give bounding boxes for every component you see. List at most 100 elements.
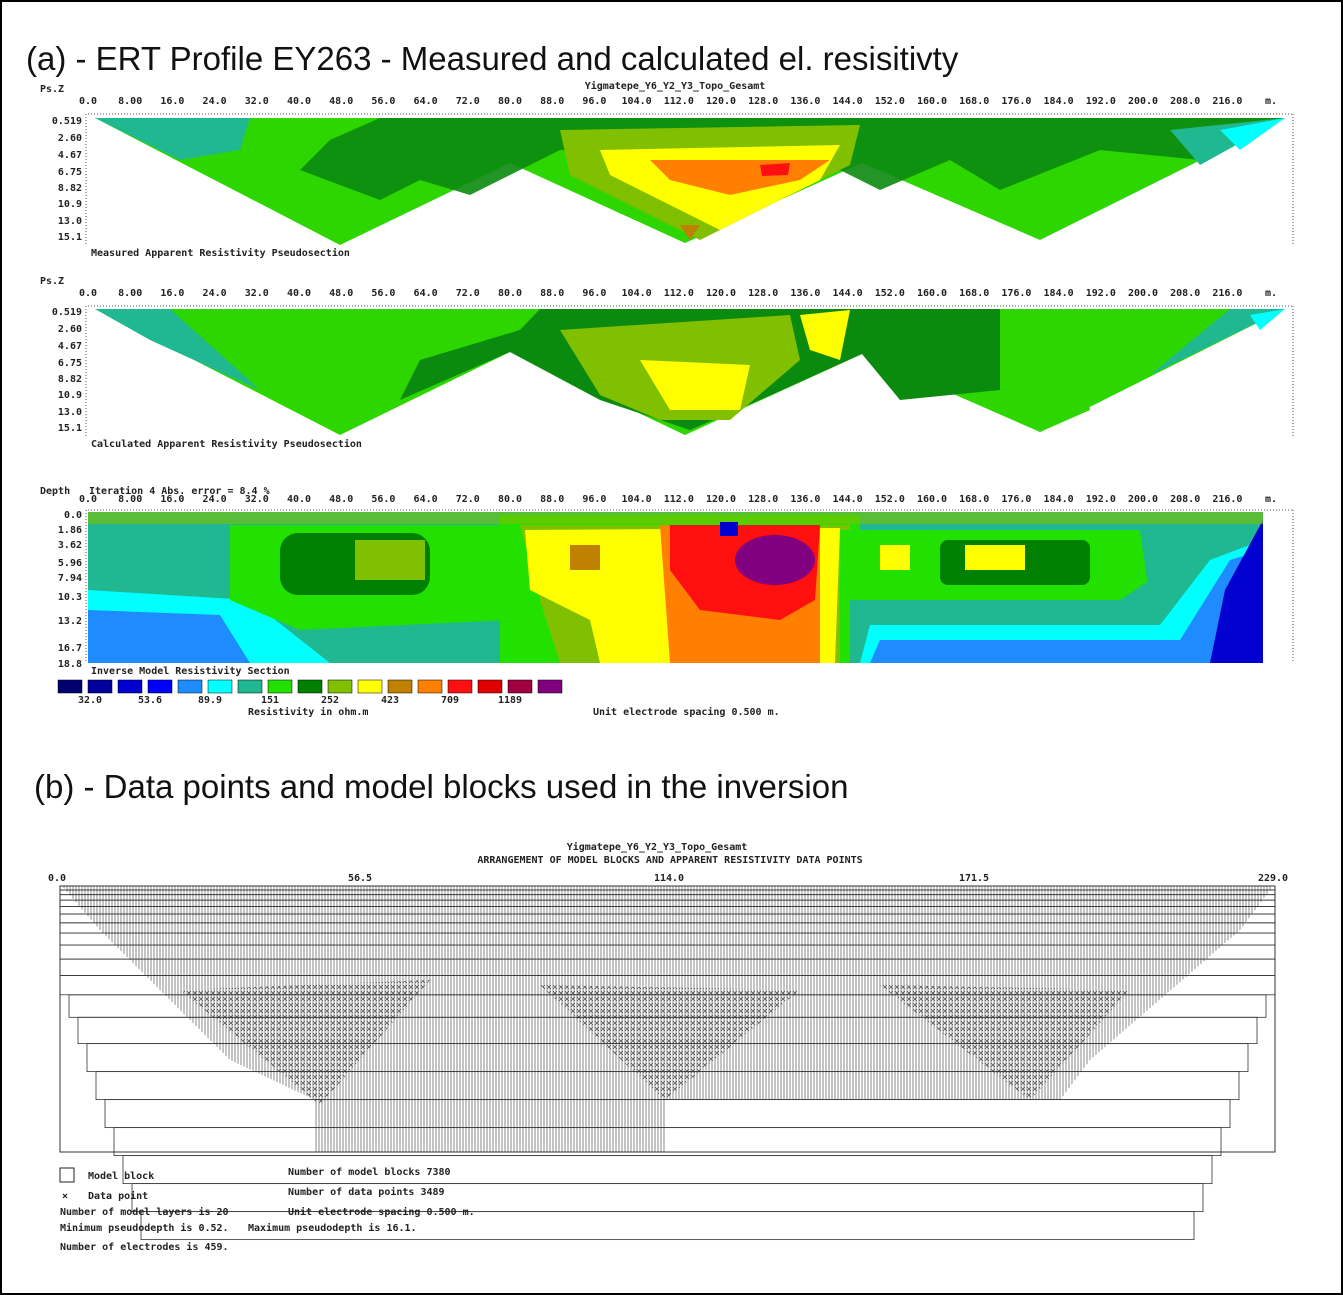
x-tick-label: 72.0 (456, 288, 480, 299)
y-tick-label: 8.82 (58, 183, 82, 194)
legend-label: Data point (88, 1190, 148, 1202)
x-tick-label: 8.00 (118, 494, 142, 505)
y-tick-label: 0.0 (64, 510, 82, 521)
caption: Inverse Model Resistivity Section (91, 665, 290, 677)
y-tick-label: 5.96 (58, 558, 82, 569)
legend-label: 32.0 (78, 695, 102, 706)
x-tick-label: 120.0 (706, 288, 736, 299)
legend-swatch (147, 679, 173, 694)
x-tick-label: 168.0 (959, 288, 989, 299)
caption: Calculated Apparent Resistivity Pseudose… (91, 438, 362, 450)
legend-label: 709 (441, 695, 459, 706)
y-tick-label: 16.7 (58, 643, 82, 654)
x-tick-label: 136.0 (790, 494, 820, 505)
x-tick-label: 48.0 (329, 494, 353, 505)
y-tick-label: 8.82 (58, 374, 82, 385)
legend-swatch (237, 679, 263, 694)
x-tick-label: 168.0 (959, 96, 989, 107)
x-tick-label: 120.0 (706, 96, 736, 107)
x-tick-label: 24.0 (203, 288, 227, 299)
legend-swatch (477, 679, 503, 694)
legend-label: 89.9 (198, 695, 222, 706)
spacing-note: Unit electrode spacing 0.500 m. (593, 706, 780, 718)
x-tick-label: 40.0 (287, 96, 311, 107)
block-row (122, 1155, 1213, 1185)
x-tick-label: 200.0 (1128, 288, 1158, 299)
x-tick-label: 216.0 (1212, 494, 1242, 505)
x-tick-label: 24.0 (203, 494, 227, 505)
y-tick-label: 4.67 (58, 341, 82, 352)
axis-label: Ps.Z (40, 84, 64, 95)
x-tick-label: 192.0 (1086, 494, 1116, 505)
x-tick-label: 160.0 (917, 96, 947, 107)
x-tick-label: 64.0 (414, 288, 438, 299)
x-tick-label: 144.0 (833, 494, 863, 505)
y-tick-label: 10.9 (58, 199, 82, 210)
file-name: Yigmatepe_Y6_Y2_Y3_Topo_Gesamt (585, 80, 766, 92)
x-tick-label: 32.0 (245, 494, 269, 505)
x-tick-label: 112.0 (664, 96, 694, 107)
file-name: Yigmatepe_Y6_Y2_Y3_Topo_Gesamt (567, 841, 748, 853)
legend-swatch (267, 679, 293, 694)
legend-swatch (417, 679, 443, 694)
x-tick-label: 56.5 (348, 873, 372, 884)
x-unit: m. (1265, 288, 1277, 299)
subtitle: ARRANGEMENT OF MODEL BLOCKS AND APPARENT… (477, 855, 862, 866)
info: Minimum pseudodepth is 0.52. (60, 1222, 229, 1234)
y-tick-label: 2.60 (58, 324, 82, 335)
legend-swatch (207, 679, 233, 694)
legend-swatch (57, 679, 83, 694)
legend-swatch (507, 679, 533, 694)
block-swatch (59, 1167, 75, 1183)
x-tick-label: 184.0 (1044, 96, 1074, 107)
y-tick-label: 10.3 (58, 592, 82, 603)
x-tick-label: 104.0 (622, 288, 652, 299)
x-tick-label: 0.0 (79, 494, 97, 505)
x-tick-label: 216.0 (1212, 96, 1242, 107)
caption: Measured Apparent Resistivity Pseudosect… (91, 247, 350, 259)
x-tick-label: 144.0 (833, 96, 863, 107)
legend-swatch (387, 679, 413, 694)
axis-label: Depth (40, 486, 70, 497)
info: Number of electrodes is 459. (60, 1241, 229, 1253)
x-tick-label: 160.0 (917, 288, 947, 299)
y-tick-label: 18.8 (58, 659, 82, 670)
x-tick-label: 200.0 (1128, 96, 1158, 107)
x-tick-label: 80.0 (498, 288, 522, 299)
legend-swatch (357, 679, 383, 694)
y-tick-label: 6.75 (58, 167, 82, 178)
info: Number of model blocks 7380 (288, 1167, 451, 1178)
x-tick-label: 48.0 (329, 288, 353, 299)
y-tick-label: 0.519 (52, 116, 82, 127)
y-tick-label: 6.75 (58, 358, 82, 369)
x-tick-label: 80.0 (498, 494, 522, 505)
x-tick-label: 32.0 (245, 288, 269, 299)
y-tick-label: 3.62 (58, 540, 82, 551)
x-unit: m. (1265, 96, 1277, 107)
x-tick-label: 176.0 (1001, 96, 1031, 107)
x-tick-label: 200.0 (1128, 494, 1158, 505)
x-tick-label: 192.0 (1086, 96, 1116, 107)
x-tick-label: 72.0 (456, 494, 480, 505)
x-tick-label: 96.0 (582, 494, 606, 505)
x-tick-label: 192.0 (1086, 288, 1116, 299)
x-tick-label: 80.0 (498, 96, 522, 107)
model-blocks (59, 885, 1276, 1241)
info: Maximum pseudodepth is 16.1. (248, 1222, 417, 1234)
x-tick-label: 0.0 (48, 873, 66, 884)
x-tick-label: 8.00 (118, 288, 142, 299)
x-tick-label: 72.0 (456, 96, 480, 107)
x-tick-label: 96.0 (582, 96, 606, 107)
x-tick-label: 0.0 (79, 288, 97, 299)
model-section (88, 512, 1263, 663)
x-tick-label: 32.0 (245, 96, 269, 107)
x-tick-label: 48.0 (329, 96, 353, 107)
info: Unit electrode spacing 0.500 m. (288, 1206, 475, 1218)
x-tick-label: 136.0 (790, 288, 820, 299)
legend-swatch (327, 679, 353, 694)
block-frame (59, 885, 1276, 1153)
x-tick-label: 136.0 (790, 96, 820, 107)
x-tick-label: 171.5 (959, 873, 989, 884)
legend-label: 252 (321, 695, 339, 706)
